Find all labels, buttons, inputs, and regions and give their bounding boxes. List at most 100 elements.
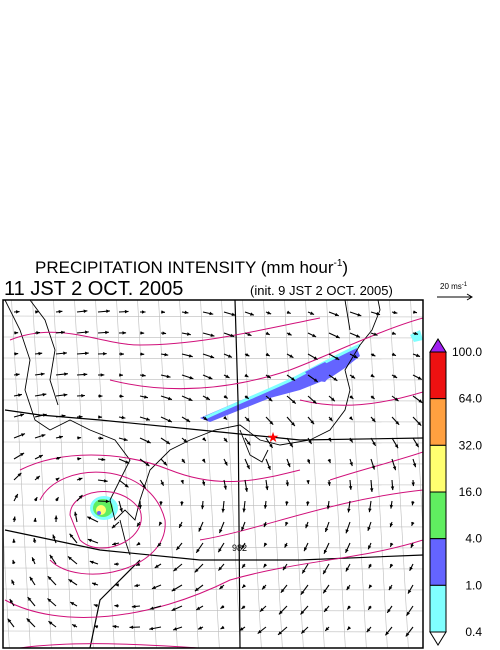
title-close: ) <box>342 258 348 277</box>
wind-arrow-head <box>74 511 78 516</box>
wind-arrow-head <box>269 420 274 425</box>
wind-arrow-head <box>63 393 68 397</box>
wind-arrow-head <box>114 583 119 587</box>
wind-arrow-head <box>35 310 40 314</box>
wind-arrow-head <box>12 559 16 564</box>
grid-line <box>158 300 178 648</box>
wind-arrow-head <box>409 566 413 571</box>
wind-arrow-head <box>171 607 176 611</box>
wind-arrow-head <box>41 434 46 438</box>
wind-arrow-head <box>308 439 312 444</box>
grid-line <box>452 290 472 650</box>
wind-arrow-head <box>372 441 376 446</box>
wind-arrow-head <box>310 311 315 315</box>
grid-line <box>263 300 283 648</box>
wind-arrow-head <box>173 567 178 572</box>
wind-arrow-head <box>368 605 372 610</box>
wind-arrow-head <box>38 455 43 459</box>
wind-arrow-head <box>385 631 389 636</box>
wind-arrow-head <box>327 437 332 442</box>
wind-arrow-head <box>112 624 117 629</box>
wind-ref-text: 20 ms <box>440 282 462 291</box>
grid-line <box>473 290 493 650</box>
wind-arrow-head <box>269 443 273 448</box>
wind-arrow-head <box>390 542 394 547</box>
wind-arrow-head <box>103 352 107 356</box>
wind-arrow-head <box>242 508 246 513</box>
wind-arrow-head <box>330 397 335 402</box>
wind-arrow-head <box>111 524 116 529</box>
wind-arrow-head <box>410 543 414 548</box>
wind-arrow-head <box>98 394 103 398</box>
wind-arrow-head <box>40 372 45 376</box>
wind-arrow-head <box>313 378 318 382</box>
wind-arrow-head <box>15 372 20 377</box>
wind-arrow-head <box>210 333 215 337</box>
wind-arrow-head <box>280 588 285 593</box>
wind-arrow-head <box>33 497 38 502</box>
wind-arrow-head <box>38 351 43 356</box>
grid-line <box>3 525 423 528</box>
wind-arrow-head <box>106 309 110 313</box>
grid-line <box>3 462 423 465</box>
grid-line <box>389 300 409 648</box>
wind-arrow-head <box>180 501 184 506</box>
wind-arrow-head <box>327 482 331 486</box>
wind-arrow-head <box>264 542 268 547</box>
wind-arrow-head <box>357 313 362 317</box>
wind-arrow-head <box>35 475 40 480</box>
wind-arrow-head <box>347 508 351 513</box>
wind-arrow-head <box>17 472 22 477</box>
wind-arrow-head <box>154 564 159 568</box>
wind-arrow-head <box>188 354 193 358</box>
wind-arrow-head <box>391 331 396 335</box>
wind-arrow-head <box>72 624 77 628</box>
wind-arrow-head <box>180 479 184 484</box>
wind-arrow-head <box>241 605 246 609</box>
wind-arrow-head <box>36 331 41 335</box>
grid-line <box>3 336 423 339</box>
wind-arrow-head <box>196 548 200 553</box>
wind-arrow-head <box>392 466 397 471</box>
wind-arrow-head <box>189 375 194 380</box>
wind-arrow-head <box>164 352 169 357</box>
wind-arrow-head <box>173 627 178 631</box>
wind-arrow-head <box>33 537 37 542</box>
wind-arrow-head <box>77 436 82 440</box>
wind-arrow-head <box>83 309 88 313</box>
wind-arrow-head <box>48 621 53 625</box>
grid-line <box>3 357 423 360</box>
wind-arrow-head <box>371 418 376 422</box>
wind-arrow-head <box>120 352 124 356</box>
wind-arrow-head <box>105 499 110 504</box>
wind-arrow-head <box>124 483 129 488</box>
wind-arrow-head <box>18 393 22 397</box>
wind-arrow-head <box>144 395 148 399</box>
wind-arrow-head <box>278 610 283 615</box>
wind-arrow-head <box>163 461 167 466</box>
grid-line <box>3 609 423 612</box>
wind-arrow-head <box>286 310 291 314</box>
wind-arrow-head <box>194 587 199 592</box>
wind-arrow-head <box>368 545 372 550</box>
wind-arrow-head <box>42 413 47 417</box>
wind-arrow-head <box>159 501 163 506</box>
colorbar-segment <box>429 444 447 493</box>
wind-arrow-head <box>87 516 92 520</box>
wind-arrow-head <box>47 598 52 603</box>
wind-arrow-head <box>31 557 36 562</box>
colorbar-segment <box>429 584 447 633</box>
wind-arrow-head <box>285 521 289 526</box>
wind-arrow-head <box>196 606 201 610</box>
colorbar-label: 64.0 <box>459 392 483 406</box>
wind-arrow-head <box>81 393 85 398</box>
wind-arrow-head <box>141 310 146 314</box>
colorbar-label: 32.0 <box>459 438 483 452</box>
wind-arrow-head <box>231 312 236 317</box>
wind-arrow-head <box>263 523 267 528</box>
wind-arrow-head <box>94 625 99 629</box>
wind-vectors <box>7 309 423 637</box>
wind-arrow-head <box>198 626 203 630</box>
grid-line <box>326 300 346 648</box>
wind-arrow-head <box>345 567 350 572</box>
